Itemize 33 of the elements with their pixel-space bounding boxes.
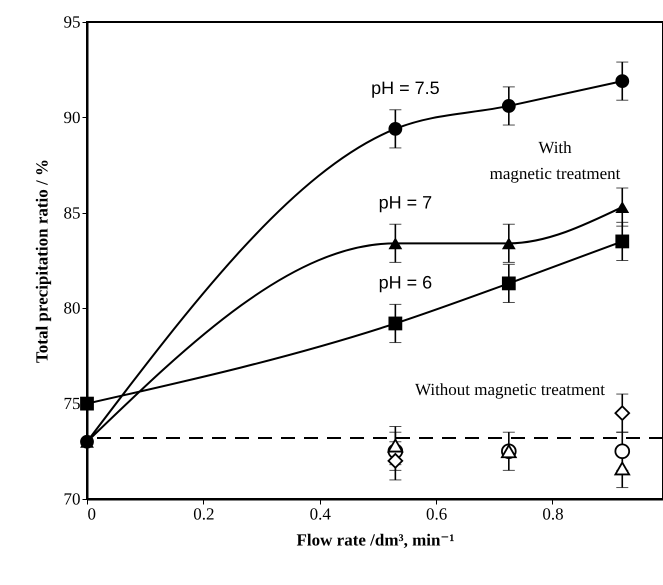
point [614, 444, 630, 460]
point [502, 237, 516, 250]
x-tick-label: 0.4 [310, 504, 332, 524]
series-label: pH = 6 [378, 272, 432, 292]
point [615, 74, 630, 88]
point [388, 122, 402, 136]
point [502, 99, 516, 113]
x-tick-label: 0.8 [542, 504, 564, 524]
point [388, 237, 402, 250]
x-tick-label: 0.6 [426, 504, 448, 524]
x-tick-label: 0 [88, 504, 96, 524]
y-tick-label: 80 [64, 298, 80, 318]
x-axis-title: Flow rate /dm³, min⁻¹ [296, 530, 454, 550]
point [388, 453, 404, 469]
point [615, 201, 630, 214]
point [614, 405, 630, 421]
series-label: pH = 7 [378, 192, 432, 212]
y-tick-label: 90 [64, 108, 80, 127]
point [615, 234, 630, 248]
point [388, 438, 404, 452]
y-tick-label: 85 [64, 203, 80, 222]
y-tick-label: 95 [64, 12, 80, 32]
y-tick-label: 70 [64, 490, 80, 508]
point [80, 396, 94, 410]
annotation: With magnetic treatment [490, 138, 621, 183]
y-tick-label: 75 [64, 394, 80, 414]
series-label: pH = 7.5 [371, 78, 440, 98]
point [502, 276, 516, 290]
point [388, 316, 402, 330]
x-tick-label: 0.2 [193, 504, 214, 524]
y-axis-title: Total precipitation ratio / % [32, 159, 52, 363]
annotation: Without magnetic treatment [414, 380, 606, 399]
point [614, 462, 630, 476]
